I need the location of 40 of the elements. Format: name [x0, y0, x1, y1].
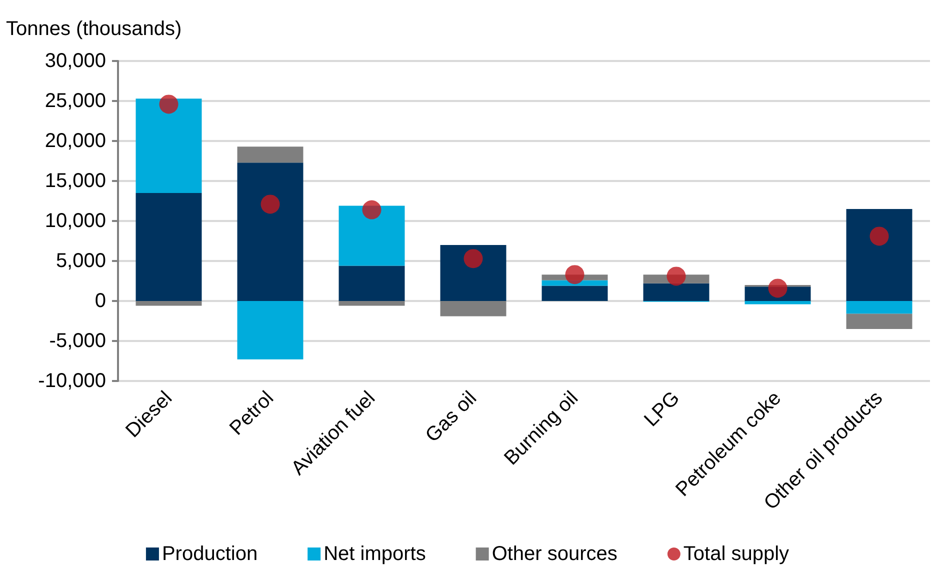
bar [338, 301, 405, 306]
bar [136, 98, 202, 193]
bar [237, 162, 304, 301]
bar [338, 206, 405, 266]
bar [440, 245, 506, 301]
point [666, 266, 686, 286]
y-tick-label: 30,000 [44, 50, 106, 72]
bar [136, 193, 202, 301]
legend-label: Other sources [492, 543, 618, 565]
bar [542, 286, 608, 301]
legend-label: Total supply [683, 543, 790, 565]
bar [643, 283, 710, 301]
x-tick-label: Gas oil [421, 387, 482, 447]
point [768, 278, 788, 298]
legend-label: Net imports [324, 543, 426, 565]
point [565, 265, 584, 284]
y-tick-label: 15,000 [44, 170, 106, 192]
y-tick-label: 10,000 [44, 210, 106, 232]
bar [136, 301, 202, 306]
y-tick-label: 25,000 [44, 90, 106, 112]
bar [846, 209, 912, 301]
y-tick-label: -10,000 [38, 370, 106, 392]
point [159, 94, 178, 114]
y-tick-label: 5,000 [56, 250, 106, 272]
point [362, 200, 382, 220]
point [464, 249, 483, 268]
bar [338, 266, 405, 301]
point [260, 194, 280, 214]
y-axis-title: Tonnes (thousands) [6, 18, 182, 40]
bar [440, 301, 506, 316]
bar [846, 301, 912, 314]
y-tick-label: 0 [94, 290, 106, 312]
y-tick-label: -5,000 [49, 330, 106, 352]
legend-label: Production [162, 543, 258, 565]
y-tick-label: 20,000 [44, 130, 106, 152]
bar [744, 301, 811, 304]
point [870, 226, 889, 246]
bar [237, 146, 304, 163]
bar [846, 314, 912, 329]
bar [237, 301, 304, 360]
